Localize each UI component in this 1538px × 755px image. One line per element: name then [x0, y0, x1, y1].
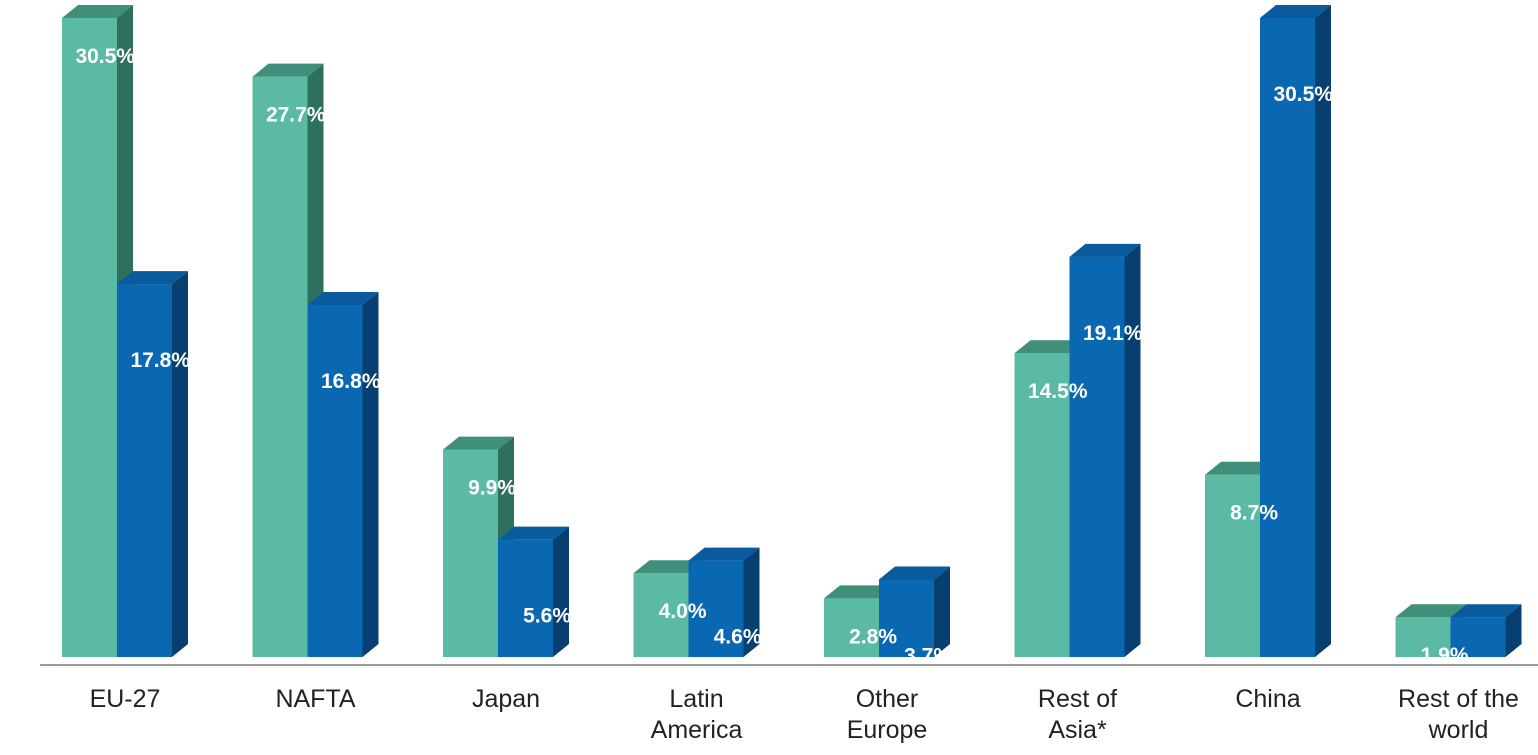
category-label-line: Japan	[472, 685, 540, 713]
bar-series2-6	[1260, 5, 1331, 657]
bar-series2-7	[1450, 604, 1522, 657]
bar-front	[443, 449, 498, 657]
category-label-line: EU-27	[90, 685, 161, 713]
bar-series1-0	[62, 5, 133, 657]
bar-top	[252, 63, 324, 77]
category-label-line: NAFTA	[275, 685, 355, 713]
category-label-0: EU-27	[90, 685, 161, 713]
category-label-line: Asia*	[1048, 716, 1107, 744]
data-label-series2-5: 19.1%	[1083, 322, 1143, 345]
bar-front	[1014, 353, 1070, 657]
category-label-2: Japan	[472, 685, 540, 713]
bar-front	[1450, 617, 1506, 657]
bar-front	[633, 573, 689, 657]
bar-side	[934, 566, 950, 657]
bar-front	[1260, 18, 1315, 657]
bar-front	[879, 579, 934, 657]
bar-series2-3	[688, 547, 760, 657]
category-label-line: world	[1428, 716, 1489, 744]
bar-side	[1505, 604, 1522, 657]
bar-side	[1315, 5, 1331, 657]
bar-top	[307, 292, 379, 306]
bar-top	[117, 271, 188, 285]
bar-front	[307, 305, 363, 657]
category-label-1: NAFTA	[275, 685, 355, 713]
bar-front	[1069, 256, 1125, 657]
bar-side	[172, 271, 188, 657]
bar-top	[879, 566, 950, 580]
category-label-4: Other Europe	[847, 685, 928, 744]
category-labels-layer: EU-27 NAFTA Japan Latin America Other Europe Re…	[90, 685, 1519, 744]
bar-top	[443, 436, 514, 450]
bar-top	[1014, 340, 1086, 354]
data-label-series1-3: 4.0%	[659, 600, 707, 623]
data-label-series2-7: 1.9%	[1476, 682, 1524, 705]
data-labels-layer: 30.5% 17.8% 27.7% 16.8% 9.9% 5.6% 4.0% 4.6% 2.8%…	[75, 45, 1523, 705]
data-label-series2-4: 3.7%	[904, 644, 952, 667]
category-label-7: Rest of the world	[1398, 685, 1519, 744]
data-label-series1-0: 30.5%	[75, 45, 135, 68]
bar-top	[1069, 243, 1141, 257]
bar-front	[1395, 617, 1451, 657]
bar-front	[62, 18, 117, 657]
bar-top	[688, 547, 760, 561]
data-label-series2-1: 16.8%	[321, 370, 381, 393]
bar-side	[743, 547, 760, 657]
bar-series2-0	[117, 271, 188, 657]
bar-front	[252, 76, 308, 657]
category-label-3: Latin America	[651, 685, 743, 744]
category-label-line: China	[1235, 685, 1300, 713]
bar-front	[498, 539, 553, 657]
data-label-series2-0: 17.8%	[130, 349, 190, 372]
data-label-series1-7: 1.9%	[1421, 644, 1469, 667]
bar-series2-5	[1069, 243, 1141, 657]
bar-top	[62, 5, 133, 18]
bar-series2-2	[498, 526, 569, 657]
bar-top	[1205, 461, 1276, 475]
bar-side	[1124, 243, 1141, 657]
category-label-line: Other	[856, 685, 919, 713]
bars-layer	[62, 5, 1522, 658]
category-label-line: Rest of	[1038, 685, 1117, 713]
category-label-6: China	[1235, 685, 1300, 713]
data-label-series1-4: 2.8%	[849, 625, 897, 648]
bar-front	[688, 560, 744, 657]
bar-top	[633, 560, 705, 574]
data-label-series1-5: 14.5%	[1028, 380, 1088, 403]
bar-top	[824, 585, 895, 599]
data-label-series1-1: 27.7%	[266, 104, 326, 127]
data-label-series2-6: 30.5%	[1273, 83, 1333, 106]
bar-side	[362, 292, 379, 657]
category-label-line: Rest of the	[1398, 685, 1519, 713]
bar-side	[553, 526, 569, 657]
bar-top	[1260, 5, 1331, 18]
bar-front	[1205, 474, 1260, 657]
data-label-series2-2: 5.6%	[523, 605, 571, 628]
bar-series2-1	[307, 292, 379, 657]
bar-front	[117, 284, 172, 657]
bar-top	[1395, 604, 1467, 618]
bar-top	[1450, 604, 1522, 618]
category-label-line: Europe	[847, 716, 928, 744]
category-label-5: Rest of Asia*	[1038, 685, 1117, 744]
bar-series2-4	[879, 566, 950, 657]
bar-top	[498, 526, 569, 540]
data-label-series1-6: 8.7%	[1230, 502, 1278, 525]
bar-series1-1	[252, 63, 324, 658]
bar-front	[824, 598, 879, 657]
category-label-line: Latin	[669, 685, 723, 713]
data-label-series2-3: 4.6%	[714, 626, 762, 649]
data-label-series1-2: 9.9%	[468, 477, 516, 500]
category-label-line: America	[651, 716, 743, 744]
